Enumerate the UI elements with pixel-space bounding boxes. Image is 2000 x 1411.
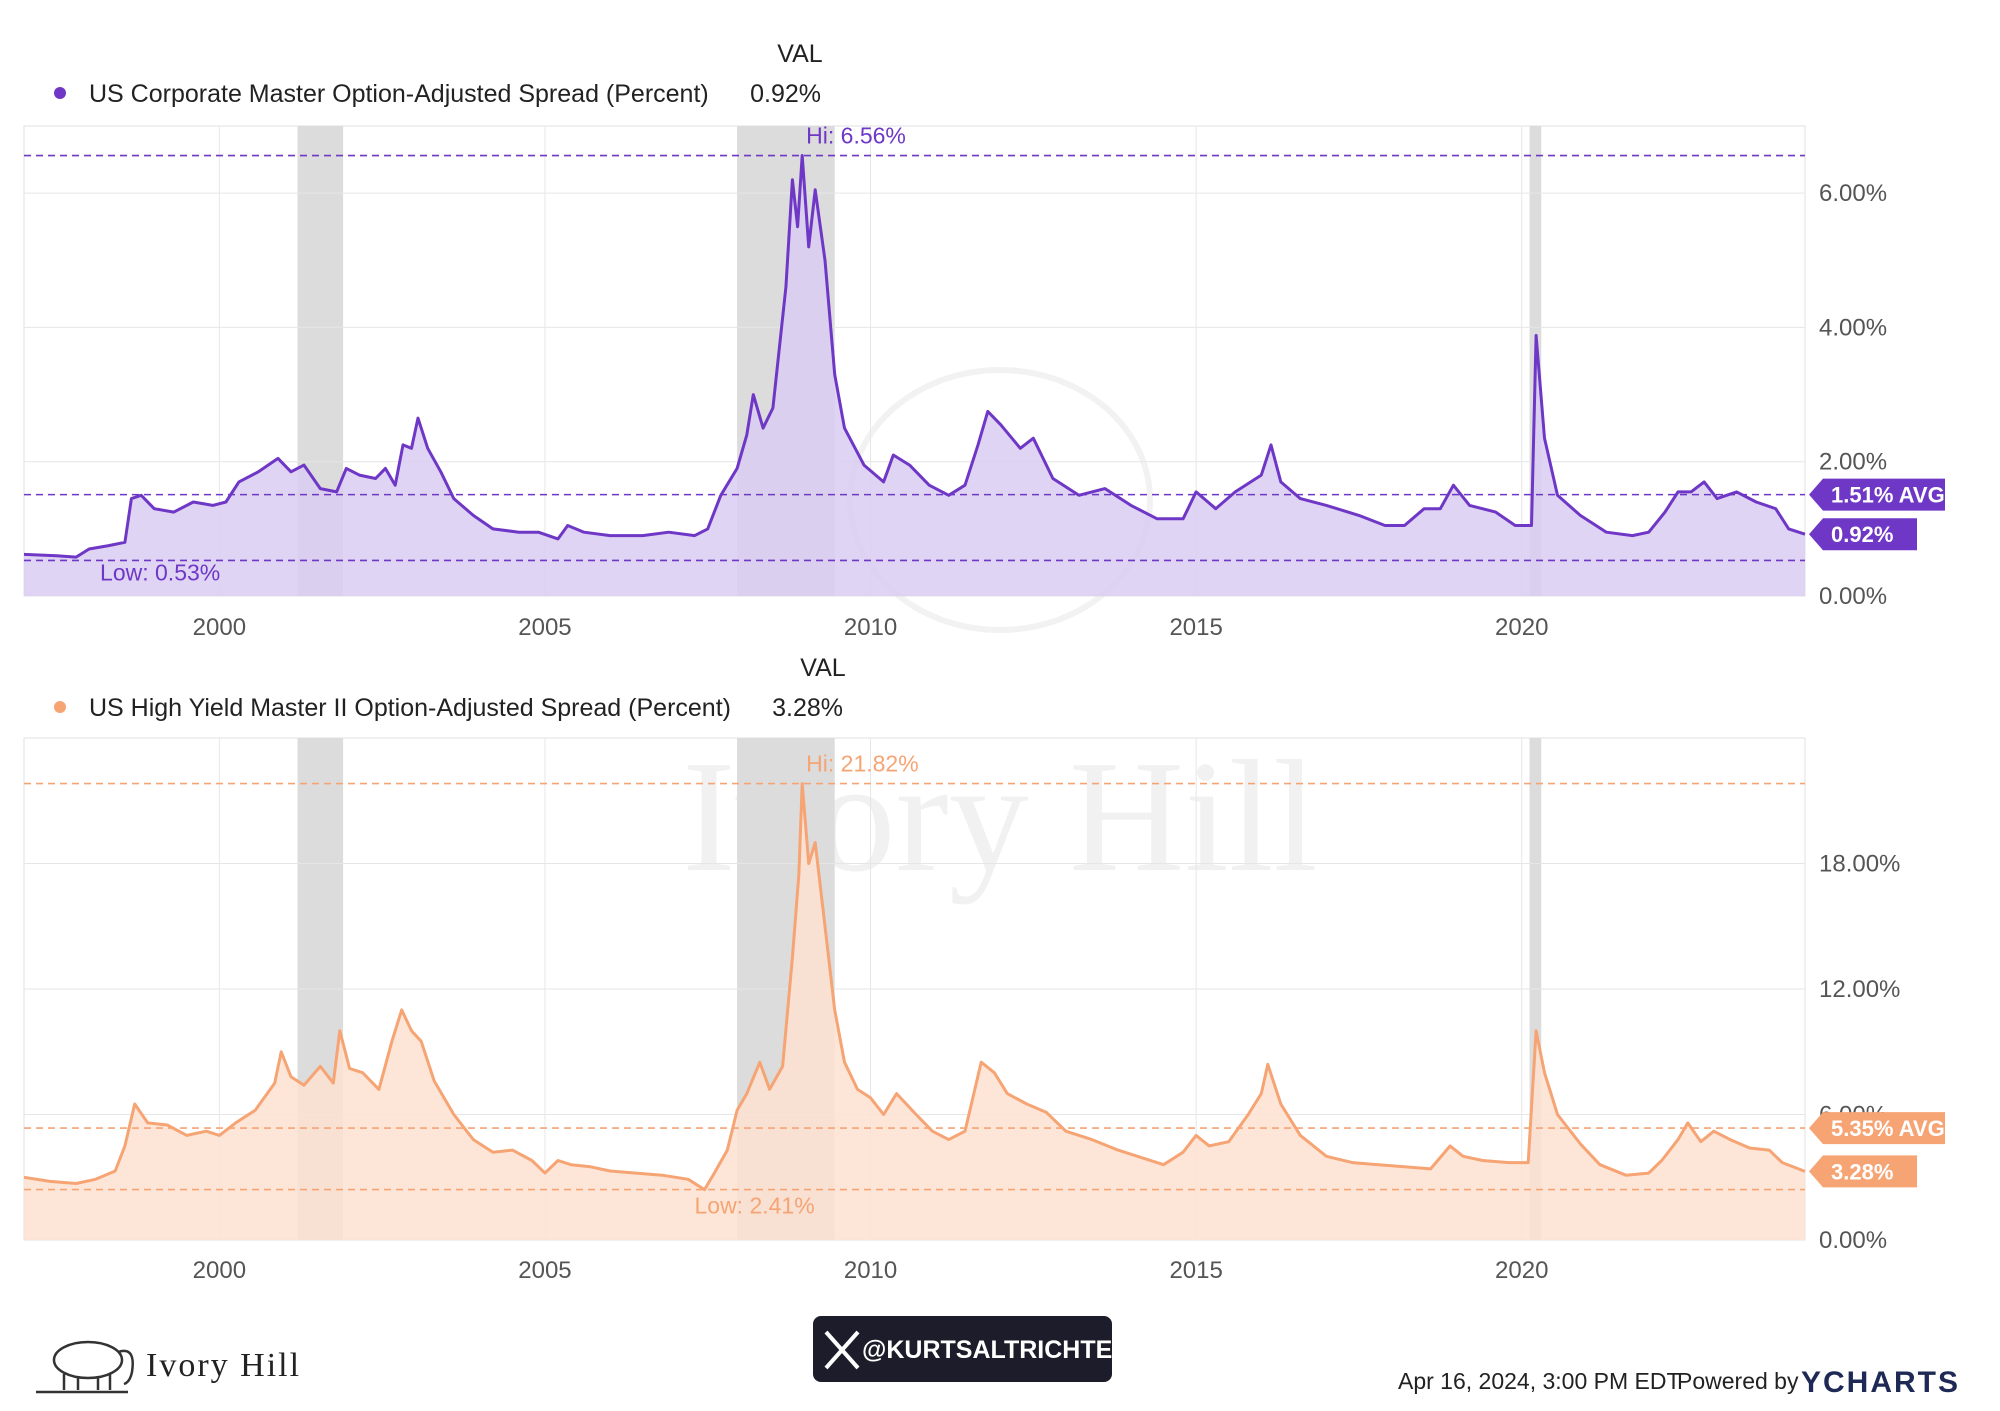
y-tick-label: 0.00% xyxy=(1819,583,1887,610)
series-line xyxy=(23,782,1806,1192)
avg-badge: 1.51% AVG xyxy=(1831,483,1945,508)
avg-badge-bg xyxy=(1809,1112,1945,1145)
x-tick-label: 2005 xyxy=(518,614,571,641)
series-line xyxy=(23,154,1806,559)
legend-series-value: 0.92% xyxy=(750,80,821,108)
brand-name: Ivory Hill xyxy=(146,1347,301,1384)
x-tick-label: 2015 xyxy=(1169,614,1222,641)
val-header: VAL xyxy=(800,654,845,682)
chart-panel-ig: VAL US Corporate Master Option-Adjusted … xyxy=(23,40,1945,641)
x-tick-label: 2005 xyxy=(518,1257,571,1284)
y-tick-label: 2.00% xyxy=(1819,449,1887,476)
legend-series-value: 3.28% xyxy=(772,694,843,722)
legend-dot-icon xyxy=(54,701,66,713)
y-tick-label: 18.00% xyxy=(1819,851,1900,878)
series-area xyxy=(24,783,1805,1240)
powered-by: Powered by xyxy=(1677,1368,1799,1394)
x-tick-label: 2020 xyxy=(1495,614,1548,641)
hi-label: Hi: 6.56% xyxy=(806,123,906,149)
timestamp: Apr 16, 2024, 3:00 PM EDT xyxy=(1398,1368,1681,1394)
legend-series-name: US High Yield Master II Option-Adjusted … xyxy=(89,694,731,722)
legend-dot-icon xyxy=(54,87,66,99)
legend-series-name: US Corporate Master Option-Adjusted Spre… xyxy=(89,80,709,108)
handle-badge[interactable] xyxy=(813,1316,1112,1382)
low-label: Low: 2.41% xyxy=(694,1193,814,1219)
low-label: Low: 0.53% xyxy=(100,559,220,585)
avg-badge: 5.35% AVG xyxy=(1831,1116,1945,1141)
elephant-logo-icon xyxy=(36,1340,134,1394)
x-tick-label: 2000 xyxy=(193,614,246,641)
ycharts-logo[interactable]: YCHARTS xyxy=(1801,1366,1960,1399)
last-value-badge: 3.28% xyxy=(1831,1159,1893,1184)
x-tick-label: 2020 xyxy=(1495,1257,1548,1284)
hi-label: Hi: 21.82% xyxy=(806,751,919,777)
y-tick-label: 6.00% xyxy=(1819,180,1887,207)
chart-panel-hy: VAL US High Yield Master II Option-Adjus… xyxy=(23,654,1945,1284)
last-value-badge-bg xyxy=(1809,518,1917,551)
val-header: VAL xyxy=(777,40,822,68)
last-value-badge: 0.92% xyxy=(1831,522,1893,547)
y-tick-label: 0.00% xyxy=(1819,1227,1887,1254)
series-area xyxy=(24,155,1805,596)
footer: Ivory Hill @KURTSALTRICHTER Apr 16, 2024… xyxy=(36,1316,1960,1399)
x-tick-label: 2015 xyxy=(1169,1257,1222,1284)
avg-badge-bg xyxy=(1809,478,1945,511)
last-value-badge-bg xyxy=(1809,1155,1917,1188)
x-tick-label: 2010 xyxy=(844,614,897,641)
x-tick-label: 2010 xyxy=(844,1257,897,1284)
y-tick-label: 4.00% xyxy=(1819,314,1887,341)
handle-text: @KURTSALTRICHTER xyxy=(862,1336,1130,1364)
x-logo-icon xyxy=(824,1330,860,1370)
x-tick-label: 2000 xyxy=(193,1257,246,1284)
y-tick-label: 12.00% xyxy=(1819,976,1900,1003)
